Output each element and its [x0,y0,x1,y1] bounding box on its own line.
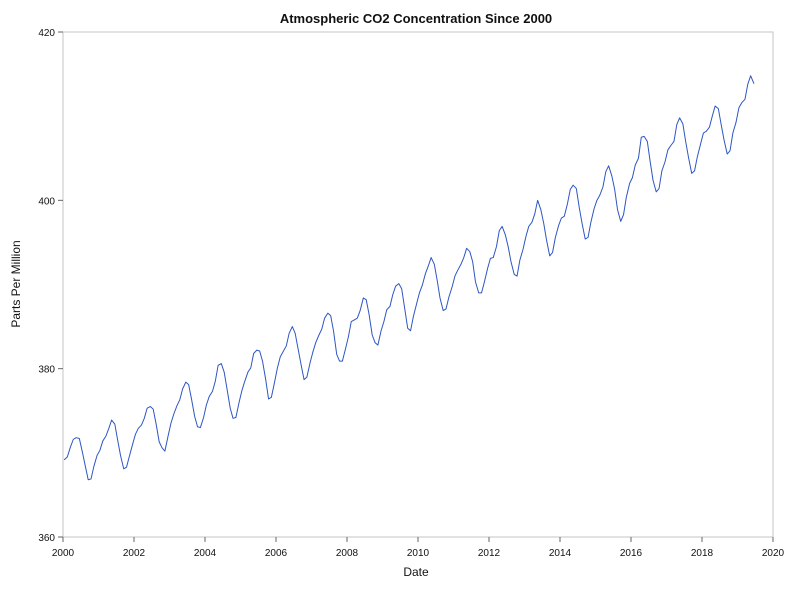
chart-title: Atmospheric CO2 Concentration Since 2000 [280,11,552,26]
x-tick-label: 2012 [478,548,501,559]
x-tick-label: 2014 [549,548,572,559]
co2-series-line [63,75,755,481]
y-tick-label: 420 [38,28,55,39]
plot-frame [62,31,774,538]
x-tick-label: 2010 [407,548,430,559]
x-tick-label: 2002 [123,548,146,559]
y-axis-label: Parts Per Million [9,240,23,327]
x-tick-label: 2016 [620,548,643,559]
x-tick-label: 2004 [194,548,217,559]
x-tick-label: 2006 [265,548,288,559]
x-tick-label: 2020 [762,548,785,559]
y-tick-label: 380 [38,365,55,376]
x-tick-label: 2018 [691,548,714,559]
x-axis-label: Date [403,565,429,579]
x-axis-ticks: 2000 2002 2004 2006 2008 2010 2012 2014 2016 2018… [52,537,785,559]
series-group [63,75,755,481]
y-tick-label: 360 [38,533,55,544]
x-tick-label: 2008 [336,548,359,559]
x-tick-label: 2000 [52,548,75,559]
y-axis-ticks: 360 380 400 420 [38,28,63,544]
y-tick-label: 400 [38,196,55,207]
